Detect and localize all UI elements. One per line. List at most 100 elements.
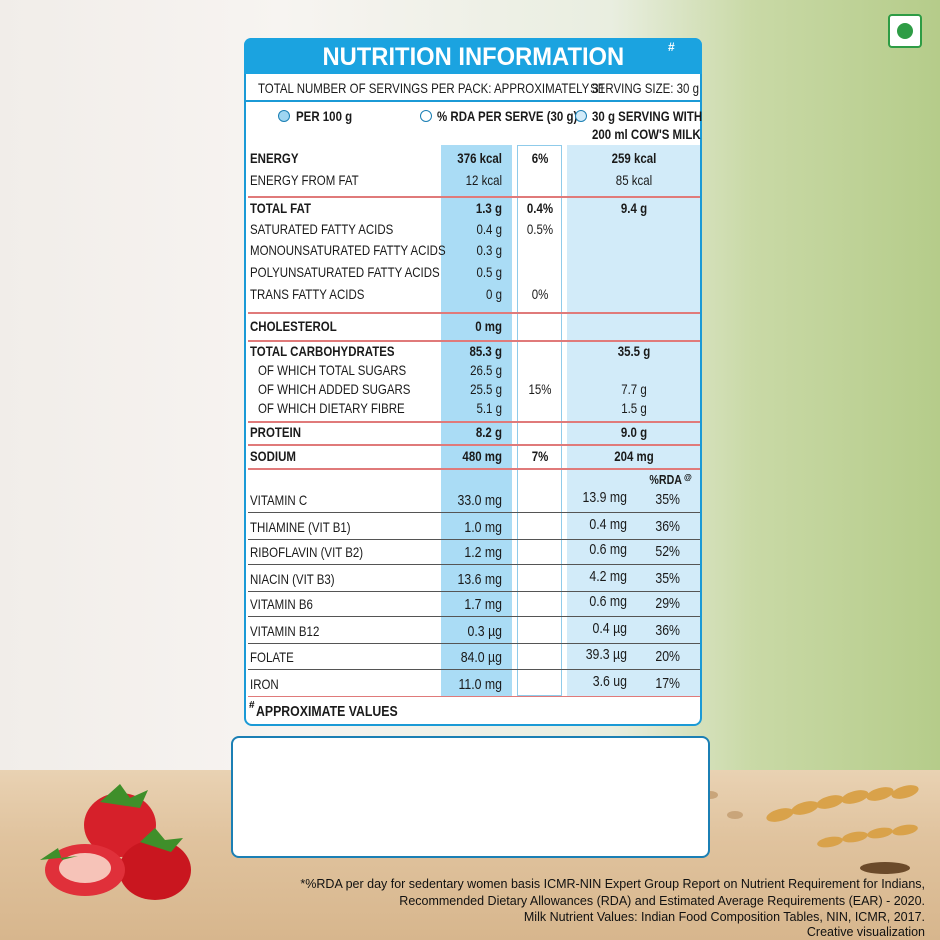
divider xyxy=(248,312,700,314)
vitamin-label: VITAMIN C xyxy=(250,492,308,508)
blank-box xyxy=(231,736,710,858)
nutrient-label: TOTAL FAT xyxy=(250,200,312,216)
bullet xyxy=(420,110,432,122)
strawberry-cut xyxy=(59,853,111,883)
milk-serving: 3.6 ug xyxy=(592,673,627,690)
per-100g: 0 g xyxy=(486,286,502,302)
title-bar xyxy=(244,38,702,74)
bullet xyxy=(278,110,290,122)
column-header: 200 ml COW'S MILK xyxy=(592,126,701,142)
column-header: % RDA PER SERVE (30 g) xyxy=(437,108,578,124)
nutrient-label: TOTAL CARBOHYDRATES xyxy=(250,343,395,359)
per-100g: 0.3 g xyxy=(476,242,502,258)
milk-serving: 204 mg xyxy=(614,448,654,464)
wheat xyxy=(702,785,919,874)
rda-per-serve: 0.4% xyxy=(526,200,554,216)
per-100g: 1.3 g xyxy=(475,200,502,216)
per-100g: 33.0 mg xyxy=(457,492,502,509)
milk-rda: 35% xyxy=(655,570,680,587)
divider xyxy=(248,591,700,592)
vitamin-label: NIACIN (VIT B3) xyxy=(250,571,335,587)
per-100g: 0 mg xyxy=(475,318,502,334)
nutrient-label: POLYUNSATURATED FATTY ACIDS xyxy=(250,264,440,280)
milk-rda: 36% xyxy=(655,622,680,639)
nutrient-label: SATURATED FATTY ACIDS xyxy=(250,221,394,237)
divider xyxy=(248,468,700,470)
leaf xyxy=(40,848,78,860)
per-100g: 0.5 g xyxy=(476,264,502,280)
per-100g: 1.2 mg xyxy=(464,544,502,561)
leaf xyxy=(140,828,183,852)
per-100g: 26.5 g xyxy=(470,362,502,378)
milk-serving: 0.4 mg xyxy=(589,516,627,533)
divider xyxy=(248,696,700,697)
divider xyxy=(248,512,700,513)
milk-serving: 9.0 g xyxy=(620,424,648,440)
serving-size: SERVING SIZE: 30 g xyxy=(590,80,699,96)
bullet xyxy=(575,110,587,122)
per-100g: 12 kcal xyxy=(465,172,502,188)
rda-band xyxy=(517,145,562,696)
strawberry xyxy=(84,793,156,857)
milk-rda: 35% xyxy=(655,491,680,508)
column-header: PER 100 g xyxy=(296,108,353,124)
per-100g: 1.0 mg xyxy=(464,519,502,536)
divider xyxy=(248,564,700,565)
milk-rda: 29% xyxy=(655,595,680,612)
veg-dot xyxy=(897,23,913,39)
divider xyxy=(248,539,700,540)
milk-serving: 259 kcal xyxy=(611,150,657,166)
rda-per-serve: 7% xyxy=(531,448,549,464)
footer-text: APPROXIMATE VALUES xyxy=(256,703,398,720)
nutrient-label: OF WHICH DIETARY FIBRE xyxy=(258,400,405,416)
per-100g: 0.4 g xyxy=(476,221,502,237)
per-100g: 480 mg xyxy=(462,448,502,464)
divider xyxy=(248,643,700,644)
divider xyxy=(248,196,700,198)
per-100g: 1.7 mg xyxy=(464,596,502,613)
nutrient-label: TRANS FATTY ACIDS xyxy=(250,286,365,302)
divider xyxy=(248,421,700,423)
vitamin-label: FOLATE xyxy=(250,649,294,665)
rda-per-serve: 0.5% xyxy=(526,221,554,237)
per-100g: 85.3 g xyxy=(469,343,502,359)
rda-per-serve: 15% xyxy=(528,381,552,397)
wheat-grains xyxy=(702,785,919,874)
footnote: Milk Nutrient Values: Indian Food Compos… xyxy=(523,910,925,924)
milk-serving: 13.9 mg xyxy=(582,489,627,506)
divider xyxy=(246,100,702,102)
footer-mark: # xyxy=(249,700,255,711)
milk-serving: 9.4 g xyxy=(620,200,648,216)
divider xyxy=(248,340,700,342)
veg-mark xyxy=(888,14,922,48)
strawberries xyxy=(40,784,191,900)
rda-header: %RDA xyxy=(649,472,682,487)
per-100g: 25.5 g xyxy=(470,381,502,397)
divider xyxy=(248,444,700,446)
milk-rda: 36% xyxy=(655,518,680,535)
per-100g: 0.3 µg xyxy=(467,623,502,640)
milk-serving: 0.4 µg xyxy=(592,620,627,637)
milk-serving: 4.2 mg xyxy=(589,568,627,585)
milk-serving: 0.6 mg xyxy=(589,541,627,558)
footnote: Creative visualization xyxy=(806,925,925,939)
milk-serving: 7.7 g xyxy=(621,381,647,397)
milk-rda: 52% xyxy=(655,543,680,560)
title: NUTRITION INFORMATION xyxy=(322,43,625,71)
milk-band xyxy=(567,145,700,696)
per-100g: 13.6 mg xyxy=(457,571,502,588)
divider xyxy=(248,669,700,670)
per-100g: 11.0 mg xyxy=(458,676,502,693)
per-100g: 5.1 g xyxy=(476,400,502,416)
per-100g: 84.0 µg xyxy=(460,649,502,666)
title-mark: # xyxy=(668,40,675,54)
nutrient-label: SODIUM xyxy=(250,448,296,464)
rda-per-serve: 6% xyxy=(531,150,549,166)
servings: TOTAL NUMBER OF SERVINGS PER PACK: APPRO… xyxy=(258,80,606,96)
nutrient-label: MONOUNSATURATED FATTY ACIDS xyxy=(250,242,446,258)
nutrient-label: OF WHICH ADDED SUGARS xyxy=(258,381,411,397)
leaf xyxy=(100,784,148,808)
vitamin-label: VITAMIN B6 xyxy=(250,596,313,612)
footnote: Recommended Dietary Allowances (RDA) and… xyxy=(399,894,925,908)
